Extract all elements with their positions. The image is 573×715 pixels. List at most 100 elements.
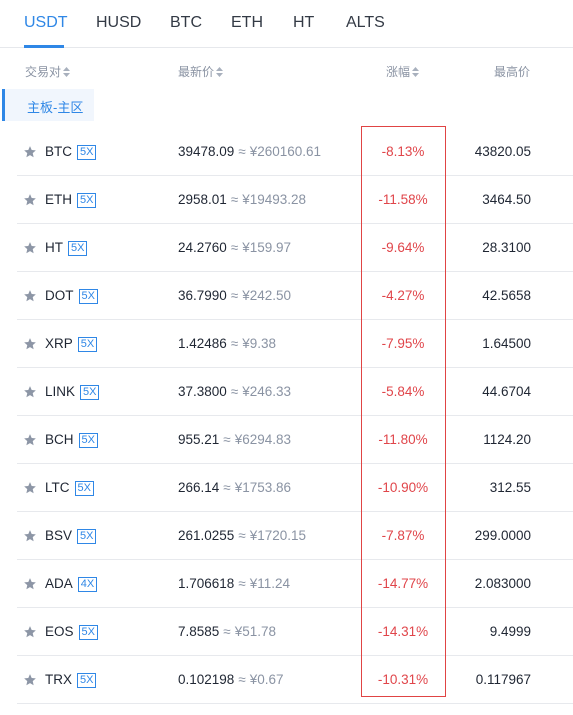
table-row[interactable]: LINK 5X 37.3800 ≈ ¥246.33 -5.84% 44.6704 xyxy=(17,368,573,416)
last-price-value: 2958.01 xyxy=(178,192,227,207)
high-price: 28.3100 xyxy=(482,240,531,255)
leverage-badge: 5X xyxy=(77,145,97,160)
pair-symbol: ADA 4X xyxy=(45,576,98,592)
tab-alts[interactable]: ALTS xyxy=(346,14,385,31)
leverage-badge: 5X xyxy=(77,529,97,544)
approx-sign: ≈ xyxy=(223,480,231,495)
table-row[interactable]: BSV 5X 261.0255 ≈ ¥1720.15 -7.87% 299.0000 xyxy=(17,512,573,560)
cny-price: ¥242.50 xyxy=(242,288,292,303)
table-row[interactable]: BTC 5X 39478.09 ≈ ¥260160.61 -8.13% 43820.05 xyxy=(17,128,573,176)
pair-symbol: BTC 5X xyxy=(45,144,97,160)
favorite-star-icon[interactable] xyxy=(23,529,37,543)
table-row[interactable]: XRP 5X 1.42486 ≈ ¥9.38 -7.95% 1.64500 xyxy=(17,320,573,368)
favorite-star-icon[interactable] xyxy=(23,337,37,351)
favorite-star-icon[interactable] xyxy=(23,385,37,399)
favorite-star-icon[interactable] xyxy=(23,241,37,255)
table-row[interactable]: DOT 5X 36.7990 ≈ ¥242.50 -4.27% 42.5658 xyxy=(17,272,573,320)
table-row[interactable]: LTC 5X 266.14 ≈ ¥1753.86 -10.90% 312.55 xyxy=(17,464,573,512)
cny-price: ¥159.97 xyxy=(242,240,292,255)
column-header-price-label: 最新价 xyxy=(178,65,215,79)
cny-price: ¥0.67 xyxy=(249,672,284,687)
tab-eth[interactable]: ETH xyxy=(231,14,263,31)
high-price: 312.55 xyxy=(489,480,531,495)
last-price-value: 955.21 xyxy=(178,432,220,447)
leverage-badge: 5X xyxy=(80,385,100,400)
cny-price: ¥11.24 xyxy=(249,576,291,591)
favorite-star-icon[interactable] xyxy=(23,673,37,687)
last-price: 7.8585 ≈ ¥51.78 xyxy=(178,624,276,639)
pair-symbol-text: TRX xyxy=(45,672,72,687)
change-percent: -10.90% xyxy=(377,480,429,495)
table-row[interactable]: ETH 5X 2958.01 ≈ ¥19493.28 -11.58% 3464.50 xyxy=(17,176,573,224)
tab-usdt[interactable]: USDT xyxy=(24,14,68,31)
quote-currency-tabs: USDT HUSD BTC ETH HT ALTS xyxy=(0,0,573,48)
high-price: 299.0000 xyxy=(474,528,531,543)
last-price: 39478.09 ≈ ¥260160.61 xyxy=(178,144,321,159)
last-price: 2958.01 ≈ ¥19493.28 xyxy=(178,192,306,207)
cny-price: ¥1753.86 xyxy=(234,480,292,495)
high-price: 43820.05 xyxy=(474,144,531,159)
pair-symbol-text: HT xyxy=(45,240,63,255)
leverage-badge: 5X xyxy=(74,481,94,496)
pair-symbol-text: BSV xyxy=(45,528,73,543)
leverage-badge: 5X xyxy=(78,433,98,448)
favorite-star-icon[interactable] xyxy=(23,433,37,447)
last-price: 1.42486 ≈ ¥9.38 xyxy=(178,336,276,351)
column-header-change[interactable]: 涨幅 xyxy=(386,63,420,80)
favorite-star-icon[interactable] xyxy=(23,193,37,207)
change-percent: -7.95% xyxy=(381,336,425,351)
pair-symbol: DOT 5X xyxy=(45,288,98,304)
change-percent: -4.27% xyxy=(381,288,425,303)
pair-symbol-text: BTC xyxy=(45,144,72,159)
column-header-pair-label: 交易对 xyxy=(25,65,62,79)
pair-symbol: BSV 5X xyxy=(45,528,97,544)
change-percent: -14.31% xyxy=(377,624,429,639)
favorite-star-icon[interactable] xyxy=(23,625,37,639)
table-row[interactable]: TRX 5X 0.102198 ≈ ¥0.67 -10.31% 0.117967 xyxy=(17,656,573,704)
pair-symbol-text: LINK xyxy=(45,384,76,399)
high-price: 42.5658 xyxy=(482,288,531,303)
tab-ht[interactable]: HT xyxy=(293,14,315,31)
last-price: 261.0255 ≈ ¥1720.15 xyxy=(178,528,306,543)
last-price: 37.3800 ≈ ¥246.33 xyxy=(178,384,291,399)
table-row[interactable]: ADA 4X 1.706618 ≈ ¥11.24 -14.77% 2.083000 xyxy=(17,560,573,608)
last-price-value: 36.7990 xyxy=(178,288,227,303)
column-header-high: 最高价 xyxy=(494,63,530,80)
sort-icon xyxy=(63,67,71,77)
high-price: 2.083000 xyxy=(474,576,531,591)
favorite-star-icon[interactable] xyxy=(23,481,37,495)
active-tab-indicator xyxy=(24,45,64,48)
pair-symbol-text: BCH xyxy=(45,432,74,447)
table-row[interactable]: HT 5X 24.2760 ≈ ¥159.97 -9.64% 28.3100 xyxy=(17,224,573,272)
board-tab-label: 主板-主区 xyxy=(27,100,84,115)
leverage-badge: 5X xyxy=(78,625,98,640)
high-price: 44.6704 xyxy=(482,384,531,399)
column-header-change-label: 涨幅 xyxy=(386,65,411,79)
leverage-badge: 4X xyxy=(77,577,98,592)
cny-price: ¥246.33 xyxy=(242,384,292,399)
favorite-star-icon[interactable] xyxy=(23,577,37,591)
leverage-badge: 5X xyxy=(78,289,98,304)
high-price: 1124.20 xyxy=(483,432,531,447)
cny-price: ¥9.38 xyxy=(242,336,277,351)
favorite-star-icon[interactable] xyxy=(23,289,37,303)
approx-sign: ≈ xyxy=(223,624,231,639)
tab-husd[interactable]: HUSD xyxy=(96,14,142,31)
pair-symbol: TRX 5X xyxy=(45,672,97,688)
board-tab-main[interactable] xyxy=(2,89,94,121)
tab-btc[interactable]: BTC xyxy=(170,14,202,31)
table-row[interactable]: EOS 5X 7.8585 ≈ ¥51.78 -14.31% 9.4999 xyxy=(17,608,573,656)
pair-symbol-text: ADA xyxy=(45,576,73,591)
pair-symbol: HT 5X xyxy=(45,240,88,256)
last-price-value: 266.14 xyxy=(178,480,220,495)
favorite-star-icon[interactable] xyxy=(23,145,37,159)
sort-icon xyxy=(412,67,420,77)
change-percent: -11.80% xyxy=(378,432,428,447)
last-price: 955.21 ≈ ¥6294.83 xyxy=(178,432,291,447)
table-row[interactable]: BCH 5X 955.21 ≈ ¥6294.83 -11.80% 1124.20 xyxy=(17,416,573,464)
column-header-pair[interactable]: 交易对 xyxy=(25,63,71,80)
high-price: 0.117967 xyxy=(475,672,531,687)
column-header-price[interactable]: 最新价 xyxy=(178,63,224,80)
leverage-badge: 5X xyxy=(77,193,97,208)
change-percent: -7.87% xyxy=(381,528,425,543)
